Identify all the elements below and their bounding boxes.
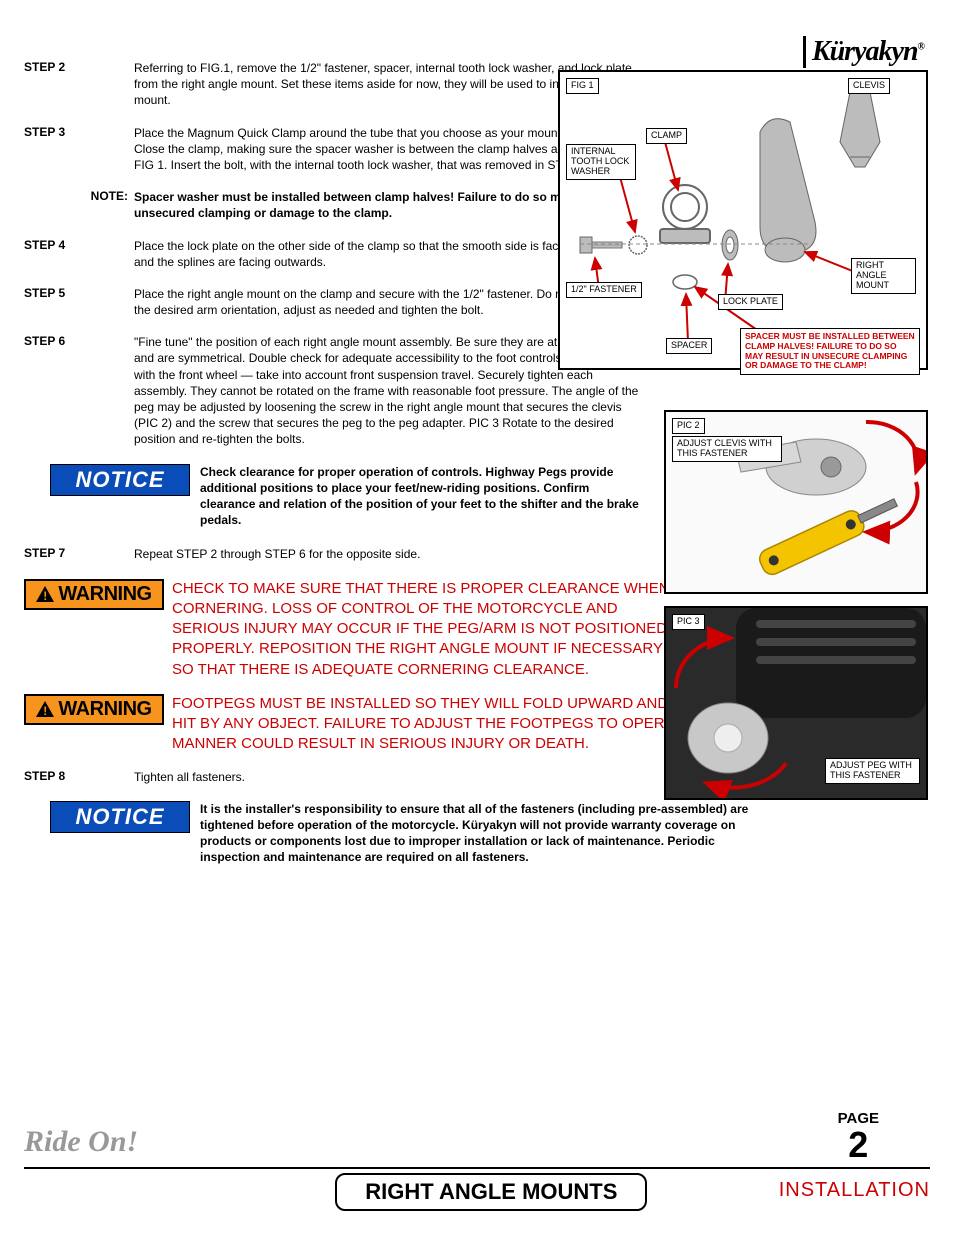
warning-label-text: WARNING [58, 698, 151, 721]
trademark: ® [918, 42, 924, 53]
step-6: STEP 6 "Fine tune" the position of each … [24, 334, 644, 447]
fig1-label-washer: INTERNAL TOOTH LOCK WASHER [566, 144, 636, 180]
step-3: STEP 3 Place the Magnum Quick Clamp arou… [24, 125, 644, 174]
figure-1-svg [560, 72, 926, 368]
note-1: NOTE: Spacer washer must be installed be… [24, 189, 644, 221]
brand-text: Küryakyn [812, 36, 918, 67]
footer: Ride On! RIGHT ANGLE MOUNTS INSTALLATION [24, 1125, 930, 1211]
svg-text:!: ! [44, 704, 48, 717]
warning-badge: ! WARNING [24, 694, 164, 725]
step-4: STEP 4 Place the lock plate on the other… [24, 238, 644, 270]
step-body: Repeat STEP 2 through STEP 6 for the opp… [134, 546, 634, 562]
step-8: STEP 8 Tighten all fasteners. [24, 769, 644, 785]
notice-badge: NOTICE [50, 801, 190, 833]
fig1-label-right-angle: RIGHT ANGLE MOUNT [851, 258, 916, 294]
footer-bar: RIGHT ANGLE MOUNTS INSTALLATION [24, 1167, 930, 1211]
pic-2: PIC 2 ADJUST CLEVIS WITH THIS FASTENER [664, 410, 928, 594]
step-label: STEP 8 [24, 769, 134, 785]
warning-1: ! WARNING CHECK TO MAKE SURE THAT THERE … [24, 579, 684, 680]
fig1-label-lock-plate: LOCK PLATE [718, 294, 783, 310]
fig1-label-spacer: SPACER [666, 338, 712, 354]
warning-triangle-icon: ! [36, 586, 54, 602]
brand-logo: Küryakyn® [803, 36, 924, 68]
pic-3: PIC 3 ADJUST PEG WITH THIS FASTENER [664, 606, 928, 800]
footer-title: RIGHT ANGLE MOUNTS [335, 1173, 647, 1211]
notice-1: NOTICE Check clearance for proper operat… [50, 464, 644, 529]
svg-text:!: ! [44, 589, 48, 602]
pic2-title: PIC 2 [672, 418, 705, 434]
notice-body: It is the installer's responsibility to … [200, 801, 760, 866]
step-body: Tighten all fasteners. [134, 769, 634, 785]
pic3-label: ADJUST PEG WITH THIS FASTENER [825, 758, 920, 784]
step-label: STEP 5 [24, 286, 134, 318]
ride-on-text: Ride On! [24, 1125, 930, 1159]
warning-body: CHECK TO MAKE SURE THAT THERE IS PROPER … [172, 579, 684, 680]
step-2: STEP 2 Referring to FIG.1, remove the 1/… [24, 60, 644, 109]
fig1-label-fastener: 1/2" FASTENER [566, 282, 642, 298]
step-label: STEP 2 [24, 60, 134, 109]
step-label: STEP 4 [24, 238, 134, 270]
fig1-label-clevis: CLEVIS [848, 78, 890, 94]
fig1-label-clamp: CLAMP [646, 128, 687, 144]
steps-column: STEP 2 Referring to FIG.1, remove the 1/… [24, 60, 644, 865]
notice-2: NOTICE It is the installer's responsibil… [50, 801, 790, 866]
step-7: STEP 7 Repeat STEP 2 through STEP 6 for … [24, 546, 644, 562]
warning-label-text: WARNING [58, 583, 151, 606]
warning-triangle-icon: ! [36, 701, 54, 717]
warning-badge: ! WARNING [24, 579, 164, 610]
step-label: STEP 6 [24, 334, 134, 447]
footer-install: INSTALLATION [779, 1173, 930, 1202]
footer-title-wrap: RIGHT ANGLE MOUNTS [24, 1173, 779, 1211]
fig1-warning-box: SPACER MUST BE INSTALLED BETWEEN CLAMP H… [740, 328, 920, 375]
fig1-title: FIG 1 [566, 78, 599, 94]
step-label: STEP 3 [24, 125, 134, 174]
figure-1: FIG 1 CLEVIS CLAMP INTERNAL TOOTH LOCK W… [558, 70, 928, 370]
pic2-label: ADJUST CLEVIS WITH THIS FASTENER [672, 436, 782, 462]
notice-body: Check clearance for proper operation of … [200, 464, 644, 529]
pic3-title: PIC 3 [672, 614, 705, 630]
notice-badge: NOTICE [50, 464, 190, 496]
step-label: STEP 7 [24, 546, 134, 562]
note-label: NOTE: [24, 189, 134, 221]
